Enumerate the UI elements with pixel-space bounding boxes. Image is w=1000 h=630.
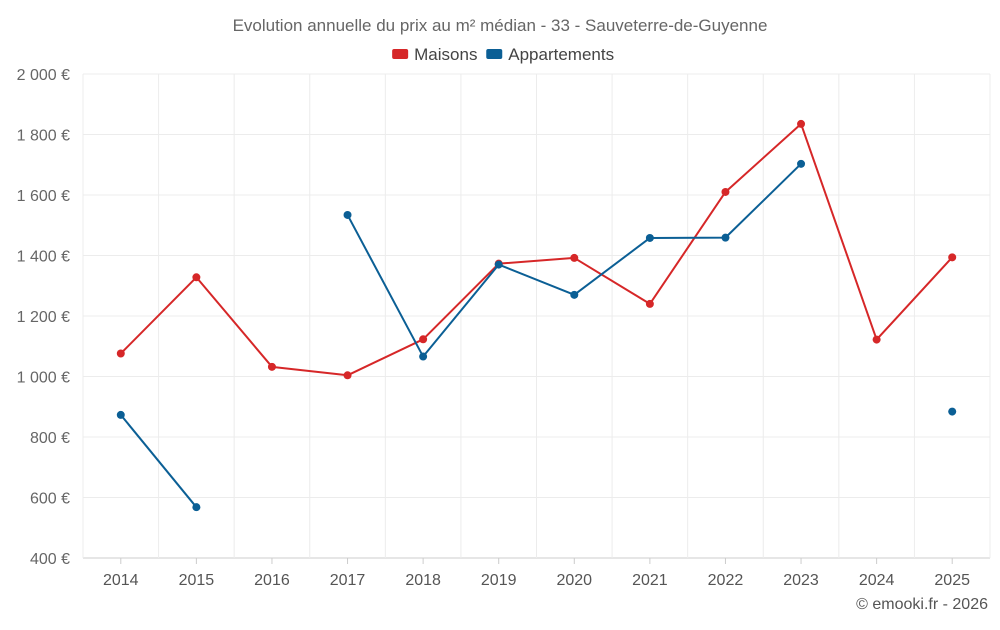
data-point[interactable]	[948, 253, 957, 262]
credit-text: © emooki.fr - 2026	[856, 596, 988, 613]
series-maisons	[116, 119, 957, 380]
x-tick-label: 2017	[330, 572, 366, 589]
data-point[interactable]	[645, 299, 654, 308]
legend-swatch	[392, 49, 409, 59]
x-tick-label: 2023	[783, 572, 819, 589]
y-tick-label: 400 €	[30, 551, 70, 568]
x-tick-label: 2020	[556, 572, 592, 589]
data-point[interactable]	[192, 273, 201, 282]
x-tick-label: 2021	[632, 572, 668, 589]
data-point[interactable]	[116, 410, 125, 419]
data-point[interactable]	[116, 349, 125, 358]
data-point[interactable]	[721, 187, 730, 196]
legend-swatch	[486, 49, 503, 59]
y-tick-label: 1 200 €	[17, 309, 70, 326]
data-point[interactable]	[343, 371, 352, 380]
data-point[interactable]	[419, 335, 428, 344]
data-point[interactable]	[721, 233, 730, 242]
legend-item[interactable]: Appartements	[486, 45, 614, 64]
data-point[interactable]	[192, 503, 201, 512]
data-point[interactable]	[948, 407, 957, 416]
y-tick-label: 2 000 €	[17, 67, 70, 84]
y-tick-label: 1 800 €	[17, 128, 70, 145]
x-tick-label: 2019	[481, 572, 517, 589]
legend-item[interactable]: Maisons	[392, 45, 477, 64]
data-point[interactable]	[570, 253, 579, 262]
data-point[interactable]	[343, 210, 352, 219]
data-point[interactable]	[645, 233, 654, 242]
grid	[82, 73, 991, 559]
data-point[interactable]	[570, 290, 579, 299]
y-tick-label: 800 €	[30, 430, 70, 447]
y-tick-label: 1 600 €	[17, 188, 70, 205]
series-line	[120, 414, 198, 508]
data-point[interactable]	[494, 260, 503, 269]
x-tick-label: 2016	[254, 572, 290, 589]
y-tick-label: 600 €	[30, 491, 70, 508]
y-axis: 400 € 600 € 800 € 1 000 € 1 200 € 1 400 € 1 60…	[17, 67, 70, 568]
series-layer	[116, 119, 957, 512]
legend-label: Maisons	[414, 45, 477, 64]
x-tick-label: 2025	[934, 572, 970, 589]
series-appartements	[116, 159, 957, 512]
legend-label: Appartements	[508, 45, 614, 64]
data-point[interactable]	[872, 335, 881, 344]
x-tick-label: 2014	[103, 572, 139, 589]
data-point[interactable]	[267, 362, 276, 371]
x-tick-label: 2024	[859, 572, 895, 589]
data-point[interactable]	[797, 159, 806, 168]
series-line	[120, 122, 953, 377]
x-tick-label: 2015	[179, 572, 215, 589]
x-tick-label: 2022	[708, 572, 744, 589]
x-axis: 2014 2015 2016 2017 2018 2019 2020 2021 2022 2023…	[103, 558, 970, 589]
y-tick-label: 1 400 €	[17, 249, 70, 266]
y-tick-label: 1 000 €	[17, 370, 70, 387]
x-tick-label: 2018	[405, 572, 441, 589]
data-point[interactable]	[797, 119, 806, 128]
data-point[interactable]	[419, 352, 428, 361]
legend: Maisons Appartements	[392, 45, 614, 64]
chart-title: Evolution annuelle du prix au m² médian …	[233, 16, 768, 35]
